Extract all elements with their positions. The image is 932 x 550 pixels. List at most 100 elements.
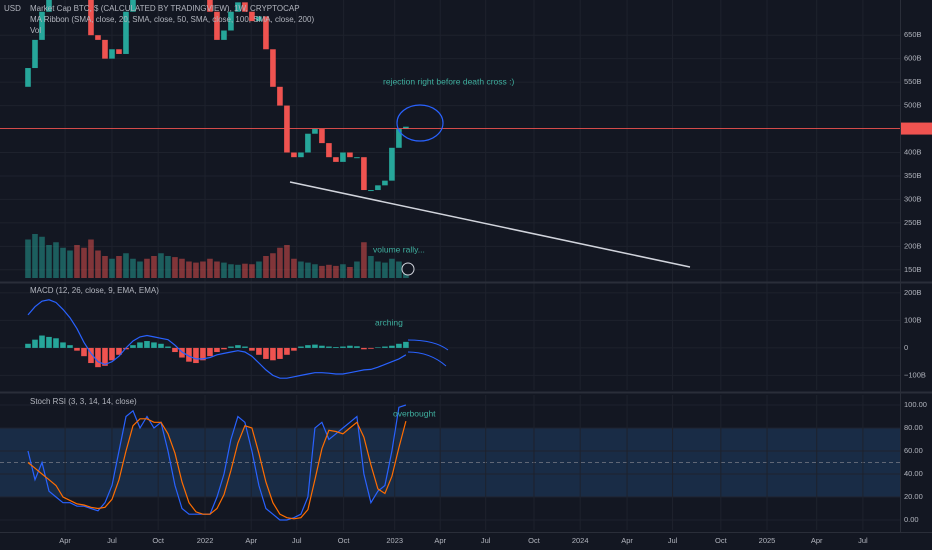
volume-bar bbox=[172, 257, 178, 278]
volume-bar bbox=[95, 250, 101, 278]
volume-bar bbox=[60, 247, 66, 278]
volume-bar bbox=[39, 236, 45, 278]
candle-body bbox=[326, 143, 332, 158]
macd-histogram-bar bbox=[95, 347, 101, 368]
grid bbox=[0, 0, 900, 530]
candle-body bbox=[256, 16, 262, 22]
volume-bar bbox=[284, 245, 290, 278]
x-tick-label: 2024 bbox=[572, 536, 589, 545]
highlight-circle bbox=[396, 104, 444, 142]
y-tick-label: 150B bbox=[904, 265, 922, 274]
candle-body bbox=[396, 129, 402, 148]
macd-histogram-bar bbox=[291, 347, 297, 351]
candle-body bbox=[340, 152, 346, 162]
annotation: rejection right before death cross :) bbox=[383, 76, 515, 86]
macd-legend: MACD (12, 26, close, 9, EMA, EMA) bbox=[30, 286, 159, 295]
macd-histogram-bar bbox=[25, 343, 31, 348]
macd-histogram-bar bbox=[354, 346, 360, 348]
volume-bar bbox=[396, 261, 402, 278]
candle-body bbox=[25, 68, 31, 87]
macd-histogram-bar bbox=[277, 347, 283, 359]
macd-histogram-bar bbox=[284, 347, 290, 355]
y-tick-label: −100B bbox=[904, 370, 926, 379]
stoch-line bbox=[27, 418, 407, 520]
volume-bar bbox=[144, 258, 150, 278]
volume-bar bbox=[228, 264, 234, 278]
volume-bar bbox=[256, 261, 262, 278]
macd-histogram-bar bbox=[179, 347, 185, 358]
macd-histogram-bar bbox=[235, 345, 241, 348]
candles bbox=[25, 0, 409, 278]
macd-histogram-bar bbox=[151, 342, 157, 348]
volume-bar bbox=[340, 264, 346, 278]
volume-bar bbox=[32, 234, 38, 278]
macd-histogram-bar bbox=[130, 345, 136, 348]
annotation: volume rally... bbox=[373, 244, 425, 254]
x-tick-label: Apr bbox=[245, 536, 257, 545]
x-tick-label: Apr bbox=[621, 536, 633, 545]
macd-histogram-bar bbox=[186, 347, 192, 362]
macd-histogram-bar bbox=[81, 347, 87, 357]
macd-histogram-bar bbox=[389, 345, 395, 348]
macd-histogram-bar bbox=[53, 338, 59, 348]
volume-bar bbox=[347, 267, 353, 278]
x-tick-label: Jul bbox=[668, 536, 678, 545]
volume-bar bbox=[382, 262, 388, 278]
candle-body bbox=[291, 152, 297, 158]
y-tick-label: 40.00 bbox=[904, 469, 923, 478]
y-tick-label: 650B bbox=[904, 30, 922, 39]
candle-body bbox=[32, 39, 38, 69]
main-legend: Market Cap BTC, $ (CALCULATED BY TRADING… bbox=[30, 4, 300, 13]
candle-body bbox=[102, 39, 108, 59]
candle-body bbox=[130, 0, 136, 12]
volume-bar bbox=[25, 239, 31, 278]
macd-histogram-bar bbox=[165, 346, 171, 348]
x-tick-label: 2023 bbox=[386, 536, 403, 545]
volume-bar bbox=[361, 242, 367, 278]
candle-body bbox=[214, 11, 220, 40]
y-tick-label: 500B bbox=[904, 101, 922, 110]
macd-histogram-bar bbox=[361, 347, 367, 350]
stoch-line bbox=[27, 404, 407, 521]
candle-body bbox=[109, 49, 115, 59]
stoch-legend: Stoch RSI (3, 3, 14, 14, close) bbox=[30, 397, 137, 406]
candle-body bbox=[375, 185, 381, 191]
candle-body bbox=[354, 157, 360, 159]
volume-bar bbox=[389, 258, 395, 278]
y-tick-label: 100B bbox=[904, 315, 922, 324]
volume-bar bbox=[207, 258, 213, 278]
macd-histogram-bar bbox=[403, 341, 409, 348]
x-tick-label: Jul bbox=[292, 536, 302, 545]
x-tick-label: Apr bbox=[59, 536, 71, 545]
candle-body bbox=[403, 126, 409, 130]
x-tick-label: Jul bbox=[107, 536, 117, 545]
macd-histogram-bar bbox=[263, 347, 269, 359]
y-tick-label: 200B bbox=[904, 241, 922, 250]
candle-body bbox=[123, 11, 129, 54]
macd-histogram-bar bbox=[242, 346, 248, 348]
volume-bar bbox=[263, 256, 269, 278]
y-tick-label: 0.00 bbox=[904, 515, 919, 524]
bolt-icon[interactable] bbox=[401, 262, 415, 276]
volume-bar bbox=[130, 258, 136, 278]
x-tick-label: Apr bbox=[434, 536, 446, 545]
macd-histogram-bar bbox=[200, 347, 206, 361]
macd-histogram-bar bbox=[347, 345, 353, 348]
candle-body bbox=[333, 157, 339, 162]
volume-bar bbox=[165, 256, 171, 278]
macd-histogram-bar bbox=[249, 347, 255, 351]
volume-bar bbox=[242, 263, 248, 278]
volume-bar bbox=[270, 253, 276, 278]
volume-bar bbox=[179, 258, 185, 278]
volume-legend: Vol bbox=[30, 26, 41, 35]
volume-bar bbox=[305, 262, 311, 278]
y-tick-label: 550B bbox=[904, 77, 922, 86]
macd-histogram-bar bbox=[207, 347, 213, 357]
candle-body bbox=[46, 0, 52, 12]
volume-bar bbox=[333, 265, 339, 278]
volume-bar bbox=[326, 264, 332, 278]
candle-body bbox=[382, 180, 388, 186]
last-price-tag bbox=[901, 122, 932, 135]
macd-histogram-bar bbox=[88, 347, 94, 364]
